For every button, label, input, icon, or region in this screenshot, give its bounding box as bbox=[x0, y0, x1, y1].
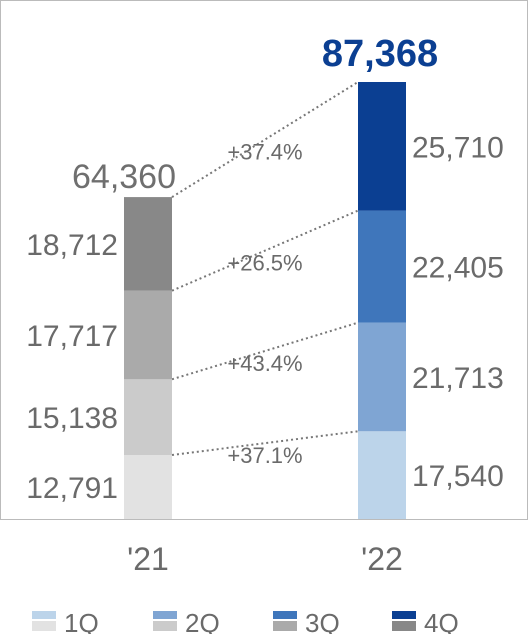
connector-1q bbox=[171, 430, 359, 457]
legend-swatch-1q-2021 bbox=[32, 621, 56, 631]
value-label-2022-1q: 17,540 bbox=[412, 460, 504, 493]
legend: 1Q 2Q 3Q 4Q bbox=[32, 608, 459, 634]
bar-2022-2q bbox=[358, 322, 406, 432]
value-label-2022-3q: 22,405 bbox=[412, 252, 504, 285]
legend-label-1q: 1Q bbox=[64, 608, 99, 634]
legend-swatch-4q-2022 bbox=[392, 611, 416, 619]
legend-swatch-3q-2022 bbox=[273, 611, 297, 619]
x-tick-label-2022: '22 bbox=[361, 541, 403, 577]
legend-swatch-2q-2022 bbox=[153, 611, 177, 619]
legend-label-3q: 3Q bbox=[305, 608, 340, 634]
connector-3q bbox=[171, 209, 359, 292]
growth-label-1q: +37.1% bbox=[227, 443, 302, 468]
total-label-2021: 64,360 bbox=[72, 158, 176, 196]
legend-swatch-3q-2021 bbox=[273, 621, 297, 631]
growth-label-3q: +26.5% bbox=[227, 251, 302, 276]
bar-stack-2022 bbox=[358, 82, 406, 519]
bar-2022-3q bbox=[358, 210, 406, 323]
growth-connectors bbox=[171, 81, 359, 457]
value-label-2022-4q: 25,710 bbox=[412, 131, 504, 164]
legend-label-4q: 4Q bbox=[424, 608, 459, 634]
value-label-2021-4q: 18,712 bbox=[26, 229, 118, 262]
value-label-2021-3q: 17,717 bbox=[26, 320, 118, 353]
value-labels: 12,791 15,138 17,717 18,712 17,540 21,713 22,4… bbox=[26, 131, 504, 505]
legend-swatch-2q-2021 bbox=[153, 621, 177, 631]
connector-4q bbox=[171, 81, 359, 198]
bar-stack-2021 bbox=[124, 197, 172, 519]
legend-swatch-4q-2021 bbox=[392, 621, 416, 631]
bar-2021-3q bbox=[124, 290, 172, 380]
bar-2022-4q bbox=[358, 82, 406, 211]
value-label-2022-2q: 21,713 bbox=[412, 362, 504, 395]
plot-frame bbox=[0, 0, 528, 520]
value-label-2021-2q: 15,138 bbox=[26, 402, 118, 435]
legend-swatch-1q-2022 bbox=[32, 611, 56, 619]
x-tick-label-2021: '21 bbox=[127, 541, 169, 577]
bar-2022-1q bbox=[358, 431, 406, 519]
bar-2021-2q bbox=[124, 379, 172, 456]
legend-label-2q: 2Q bbox=[185, 608, 220, 634]
value-label-2021-1q: 12,791 bbox=[26, 472, 118, 505]
growth-label-4q: +37.4% bbox=[227, 140, 302, 165]
bar-2021-4q bbox=[124, 197, 172, 291]
bar-2021-1q bbox=[124, 455, 172, 519]
growth-labels: +37.1% +43.4% +26.5% +37.4% bbox=[227, 140, 302, 469]
growth-label-2q: +43.4% bbox=[227, 351, 302, 376]
total-label-2022: 87,368 bbox=[322, 33, 438, 75]
